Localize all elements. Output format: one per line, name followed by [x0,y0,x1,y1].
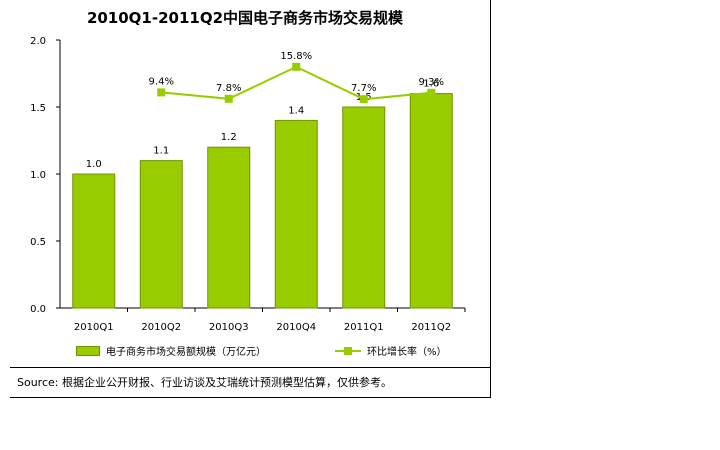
source-note: Source: 根据企业公开财报、行业访谈及艾瑞统计预测模型估算，仅供参考。 [17,376,392,389]
frame-border [490,0,491,398]
y-tick-label: 0.0 [30,304,46,315]
bar-data-label: 1.1 [153,146,169,157]
bar [409,93,453,309]
chart-title: 2010Q1-2011Q2中国电子商务市场交易规模 [86,9,404,27]
line-data-labels: 9.4% 7.8% 15.8% 7.7% 9.3% [149,51,444,94]
bar [139,160,183,309]
x-tick-label: 2010Q1 [74,322,114,333]
bar [274,119,318,309]
line-point [427,88,436,97]
x-tick-label: 2011Q2 [411,322,451,333]
line-point [224,94,233,103]
bar-series [72,93,453,309]
bar [72,173,116,309]
legend-item-line: 环比增长率（%） [335,343,447,358]
legend-label-bar: 电子商务市场交易额规模（万亿元） [106,347,266,358]
line-point [359,95,368,104]
bar-data-label: 1.6 [423,79,439,90]
legend-swatch-bar [76,345,100,356]
x-tick-label: 2010Q4 [276,322,316,333]
bar [207,146,251,309]
x-tick-label: 2010Q3 [209,322,249,333]
bar-data-label: 1.2 [221,132,237,143]
y-tick-label: 1.5 [30,103,46,114]
bar-data-labels: 1.01.11.21.41.51.6 [86,79,439,170]
x-tick-label: 2010Q2 [141,322,181,333]
y-tick-label: 1.0 [30,170,46,181]
bar-data-label: 1.0 [86,159,102,170]
line-data-label: 7.8% [216,83,241,94]
y-tick-label: 0.5 [30,237,46,248]
separator-line-bottom [10,397,490,398]
line-data-label: 7.7% [351,83,376,94]
x-tick-label: 2011Q1 [344,322,384,333]
bar-data-label: 1.4 [288,105,304,116]
line-point [292,62,301,71]
legend-swatch-line [335,346,361,355]
line-data-label: 9.3% [419,77,444,88]
bar [342,106,386,309]
series-line [161,65,432,101]
chart-plot: 0.0 0.5 1.0 1.5 2.0 1.0 1.1 1.2 1.4 1.5 1.6 2010Q… [30,36,466,333]
separator-line [10,367,490,368]
line-data-label: 15.8% [280,51,312,62]
axes [59,40,465,309]
line-point [157,88,166,97]
x-axis-labels: 2010Q1 2010Q2 2010Q3 2010Q4 2011Q1 2011Q2 [74,308,466,333]
legend-item-bar: 电子商务市场交易额规模（万亿元） [76,343,266,358]
y-axis-ticks: 0.0 0.5 1.0 1.5 2.0 [30,36,60,315]
line-data-label: 9.4% [149,76,174,87]
y-tick-label: 2.0 [30,36,46,47]
legend-label-line: 环比增长率（%） [367,347,447,358]
line-series [157,62,436,104]
